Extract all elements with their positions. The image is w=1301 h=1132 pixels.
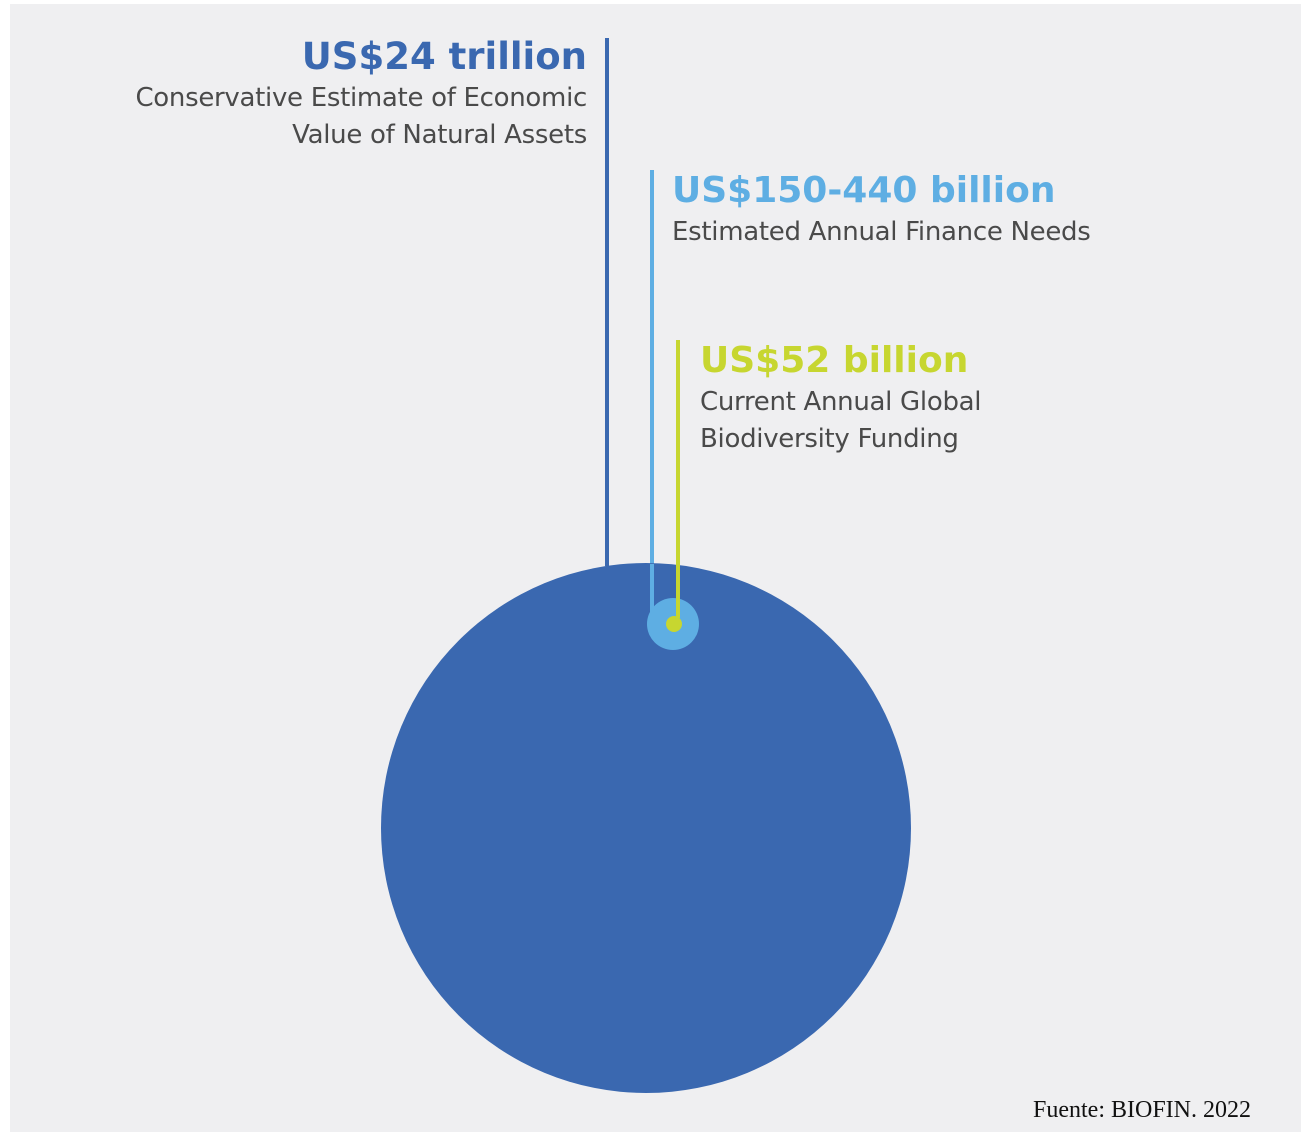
bubble-chart	[381, 38, 911, 1093]
assets-description-line-1: Conservative Estimate of Economic	[135, 83, 587, 113]
needs-description-line-1: Estimated Annual Finance Needs	[672, 217, 1091, 247]
funding-bubble	[666, 616, 682, 632]
assets-value: US$24 trillion	[301, 35, 587, 78]
funding-description-line-2: Biodiversity Funding	[700, 424, 959, 454]
needs-value: US$150-440 billion	[672, 170, 1056, 211]
chart-canvas: US$24 trillion Conservative Estimate of …	[10, 4, 1301, 1132]
needs-label: US$150-440 billion Estimated Annual Fina…	[672, 168, 1091, 251]
funding-value: US$52 billion	[700, 340, 969, 381]
assets-bubble	[381, 563, 911, 1093]
funding-label: US$52 billion Current Annual Global Biod…	[700, 338, 982, 458]
assets-description-line-2: Value of Natural Assets	[292, 120, 587, 150]
assets-label: US$24 trillion Conservative Estimate of …	[135, 34, 587, 154]
source-note: Fuente: BIOFIN. 2022	[1033, 1097, 1251, 1123]
funding-description-line-1: Current Annual Global	[700, 387, 982, 417]
